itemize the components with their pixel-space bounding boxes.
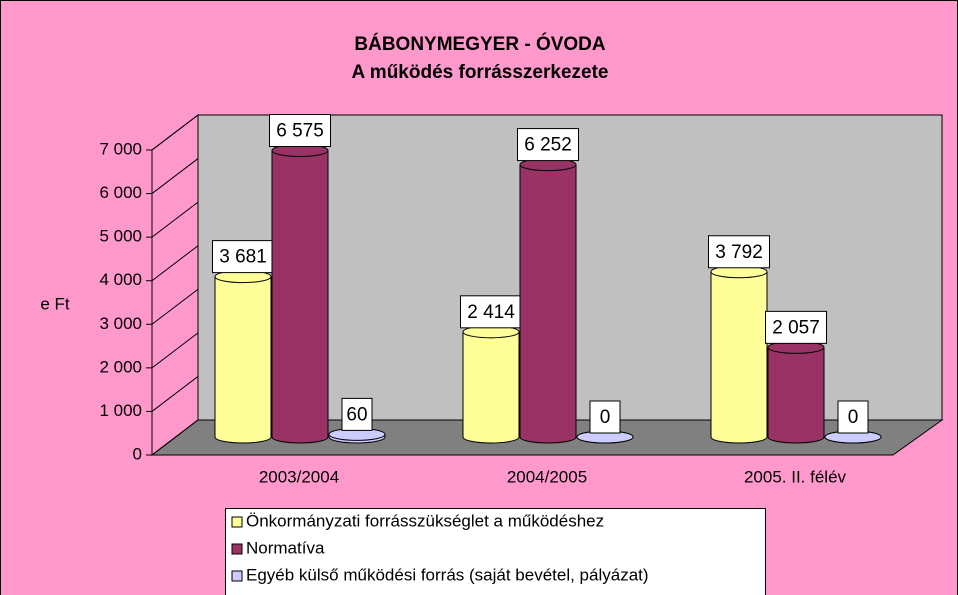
value-label-box [269, 114, 331, 148]
grid-line [151, 158, 199, 194]
value-label: 3 681 [219, 247, 267, 268]
bar [214, 270, 272, 444]
y-tick-label: 4 000 [99, 270, 142, 289]
grid-line [151, 376, 199, 412]
x-tick-label: 2003/2004 [259, 467, 339, 486]
value-label: 6 252 [524, 135, 572, 156]
chart-subtitle: A működés forrásszerkezete [352, 62, 609, 83]
bar-part [711, 271, 767, 437]
legend-swatch [231, 543, 243, 555]
legend-label: Önkormányzati forrásszükséglet a működés… [246, 511, 604, 530]
bar [710, 265, 768, 444]
x-tick-label: 2005. II. félév [744, 467, 847, 486]
bar-part [520, 164, 576, 437]
grid-line [151, 419, 199, 456]
bar [328, 427, 386, 444]
legend-label: Normatíva [246, 538, 325, 557]
legend-swatch [231, 570, 243, 582]
y-tick-label: 6 000 [99, 183, 142, 202]
value-label: 3 792 [715, 242, 763, 263]
side-wall [151, 113, 199, 457]
legend [225, 508, 766, 595]
y-tick-label: 7 000 [99, 139, 142, 158]
value-label: 2 414 [467, 302, 515, 323]
y-tick-label: 5 000 [99, 227, 142, 246]
y-tick-label: 3 000 [99, 314, 142, 333]
bar [271, 144, 329, 444]
grid-line [151, 288, 199, 325]
legend-swatch [231, 516, 243, 528]
value-label-box [517, 128, 579, 162]
y-axis-label: e Ft [40, 294, 70, 313]
bar [519, 158, 577, 444]
value-label: 6 575 [276, 121, 324, 142]
x-tick-label: 2004/2005 [507, 467, 587, 486]
bar-part [768, 347, 824, 437]
value-label-box [341, 397, 373, 431]
legend-label: Egyéb külső működési forrás (saját bevét… [246, 565, 649, 584]
y-tick-label: 2 000 [99, 357, 142, 376]
grid-line [151, 201, 199, 238]
bar-part [463, 331, 519, 437]
grid-line [151, 332, 199, 369]
y-tick-label: 1 000 [99, 401, 142, 420]
value-label-box [765, 310, 827, 344]
chart-title: BÁBONYMEGYER - ÓVODA [354, 33, 606, 55]
value-label-box [837, 400, 869, 434]
bar [462, 325, 520, 444]
value-label-box [708, 235, 770, 269]
bar [767, 340, 825, 444]
bar-part [215, 276, 271, 437]
value-label-box [212, 240, 274, 274]
value-label: 2 057 [772, 317, 820, 338]
bar-part [272, 150, 328, 437]
y-tick-label: 0 [133, 444, 142, 463]
value-label: 60 [346, 404, 367, 425]
value-label: 0 [848, 407, 859, 428]
value-label: 0 [600, 407, 611, 428]
grid-line [151, 245, 199, 282]
value-label-box [460, 295, 522, 329]
grid-line [151, 114, 199, 151]
value-label-box [589, 400, 621, 434]
